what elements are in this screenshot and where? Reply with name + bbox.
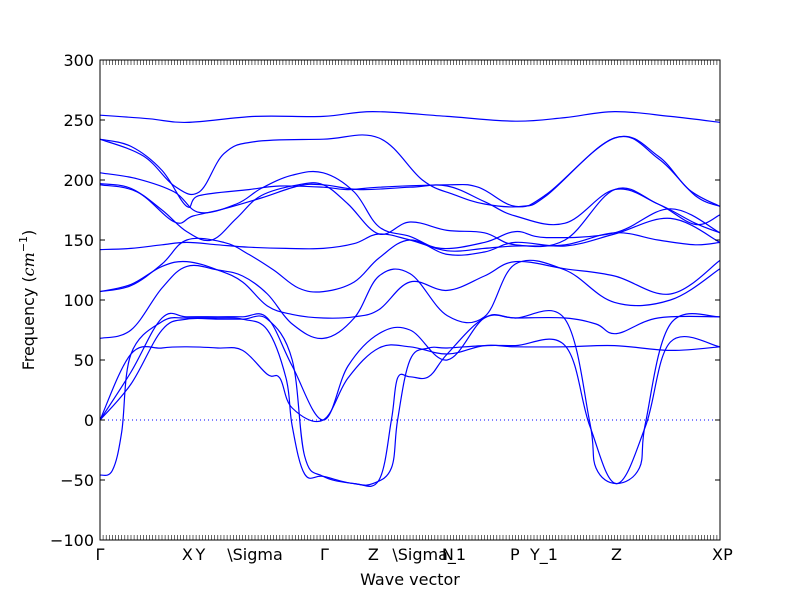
band-line-12 <box>99 344 721 423</box>
y-tick-label: 100 <box>63 291 94 310</box>
y-tick-label: −100 <box>50 531 94 550</box>
band-line-4 <box>99 170 721 250</box>
x-tick-label: N <box>442 545 454 564</box>
x-tick-label: Z <box>368 545 379 564</box>
plot-area-frame <box>99 59 721 541</box>
band-line-3 <box>99 134 721 208</box>
band-line-14 <box>99 315 721 486</box>
x-tick-label: \Sigma_1 <box>392 545 466 565</box>
band-line-10 <box>99 259 721 340</box>
y-axis-title: Frequency (cm−1) <box>17 230 38 371</box>
x-tick-label: X <box>712 545 723 564</box>
y-tick-label: −50 <box>60 471 94 490</box>
band-line-1 <box>99 110 721 124</box>
y-tick-label: 250 <box>63 111 94 130</box>
band-line-6 <box>99 183 721 226</box>
x-tick-label: P <box>723 545 733 564</box>
x-tick-label: Y <box>195 545 206 564</box>
band-line-8 <box>99 217 721 293</box>
band-line-7 <box>99 232 721 252</box>
y-tick-label: 300 <box>63 51 94 70</box>
x-tick-label: X <box>182 545 193 564</box>
x-axis-title: Wave vector <box>360 570 460 589</box>
band-line-13 <box>99 309 721 487</box>
x-tick-label: Γ <box>320 545 329 564</box>
y-tick-label: 150 <box>63 231 94 250</box>
x-tick-label: Z <box>611 545 622 564</box>
band-line-11 <box>99 312 721 421</box>
y-tick-label: 50 <box>74 351 94 370</box>
x-tick-label: Y_1 <box>529 545 558 565</box>
band-line-5 <box>99 182 721 248</box>
band-line-9 <box>99 259 721 319</box>
y-tick-label: 0 <box>84 411 94 430</box>
x-tick-label: Γ <box>96 545 105 564</box>
y-tick-label: 200 <box>63 171 94 190</box>
x-tick-label: P <box>510 545 520 564</box>
x-tick-label: \Sigma <box>227 545 283 564</box>
phonon-bands <box>99 110 721 487</box>
